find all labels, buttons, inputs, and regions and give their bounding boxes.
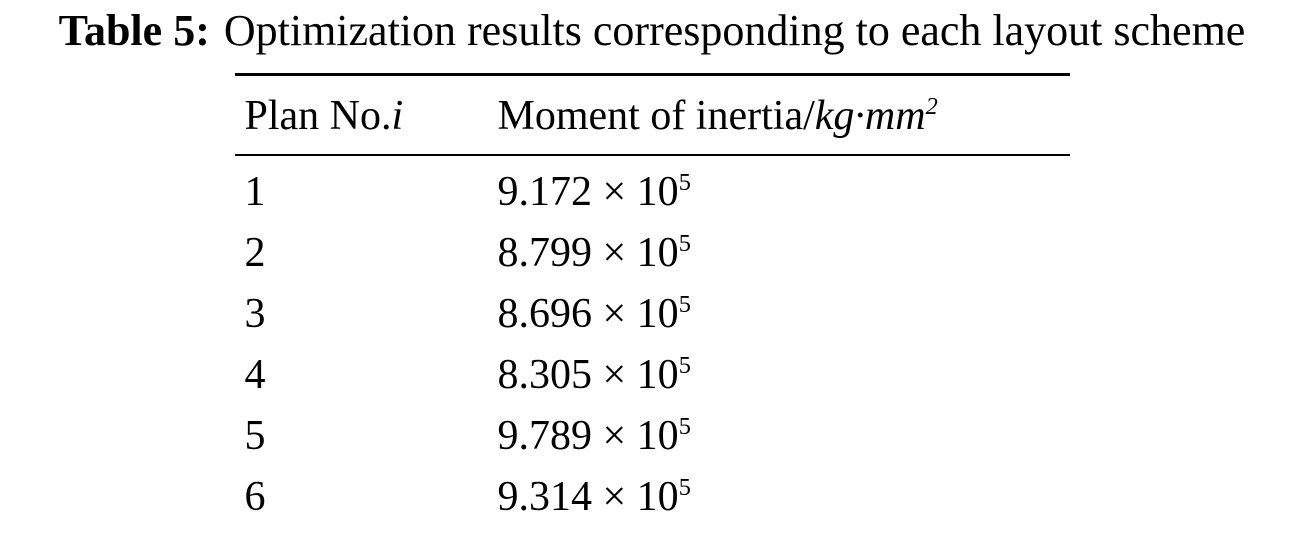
table-caption-label: Table 5: (58, 6, 210, 55)
moment-exponent: 5 (678, 290, 691, 318)
moment-cell: 9.789 × 105 (498, 406, 1070, 467)
moment-value: 8.305 × 10 (497, 351, 679, 398)
moment-cell: 8.305 × 105 (498, 345, 1070, 406)
plan-cell: 6 (244, 473, 266, 520)
moment-cell: 9.172 × 105 (498, 155, 1070, 223)
plan-header-italic: i (391, 92, 404, 139)
table-body: 1 9.172 × 105 2 8.799 × 105 3 8.696 × 10… (235, 155, 1070, 533)
plan-cell: 3 (244, 290, 266, 337)
moment-exponent: 5 (678, 412, 691, 440)
moment-exponent: 5 (678, 229, 691, 257)
table-row: 2 8.799 × 105 (235, 223, 1070, 284)
plan-cell: 5 (244, 412, 266, 459)
table-row: 3 8.696 × 105 (235, 284, 1070, 345)
moment-cell: 8.799 × 105 (498, 223, 1070, 284)
table-row: 5 9.789 × 105 (235, 406, 1070, 467)
moment-value: 9.314 × 10 (497, 473, 679, 520)
results-table: Plan No.i Moment of inertia/kg·mm2 1 9.1… (234, 72, 1070, 533)
header-row: Plan No.i Moment of inertia/kg·mm2 (234, 74, 1070, 155)
table-row: 1 9.172 × 105 (235, 155, 1070, 223)
moment-cell: 8.696 × 105 (498, 284, 1070, 345)
plan-header-text: Plan No. (244, 92, 392, 139)
moment-exponent: 5 (678, 473, 691, 501)
moment-header-superscript: 2 (925, 92, 938, 120)
moment-value: 8.696 × 10 (497, 290, 679, 337)
moment-header-text: Moment of inertia/ (497, 92, 815, 139)
moment-header-italic: kg·mm2 (815, 93, 938, 139)
table-container: Plan No.i Moment of inertia/kg·mm2 1 9.1… (234, 72, 1070, 533)
table-caption: Table 5: Optimization results correspondi… (0, 0, 1304, 57)
column-header-moment: Moment of inertia/kg·mm2 (498, 74, 1070, 155)
column-header-plan: Plan No.i (235, 74, 498, 155)
table-row: 6 9.314 × 105 (235, 467, 1070, 533)
moment-value: 9.789 × 10 (497, 412, 679, 459)
moment-exponent: 5 (678, 168, 691, 196)
plan-cell: 1 (244, 168, 266, 215)
plan-cell: 2 (244, 229, 266, 276)
moment-exponent: 5 (678, 351, 691, 379)
table-caption-text: Optimization results corresponding to ea… (223, 6, 1246, 55)
moment-header-units: kg·mm (814, 92, 926, 139)
moment-value: 8.799 × 10 (497, 229, 679, 276)
table-header: Plan No.i Moment of inertia/kg·mm2 (234, 74, 1070, 155)
moment-cell: 9.314 × 105 (498, 467, 1070, 533)
moment-value: 9.172 × 10 (497, 168, 679, 215)
table-row: 4 8.305 × 105 (235, 345, 1070, 406)
plan-cell: 4 (244, 351, 266, 398)
